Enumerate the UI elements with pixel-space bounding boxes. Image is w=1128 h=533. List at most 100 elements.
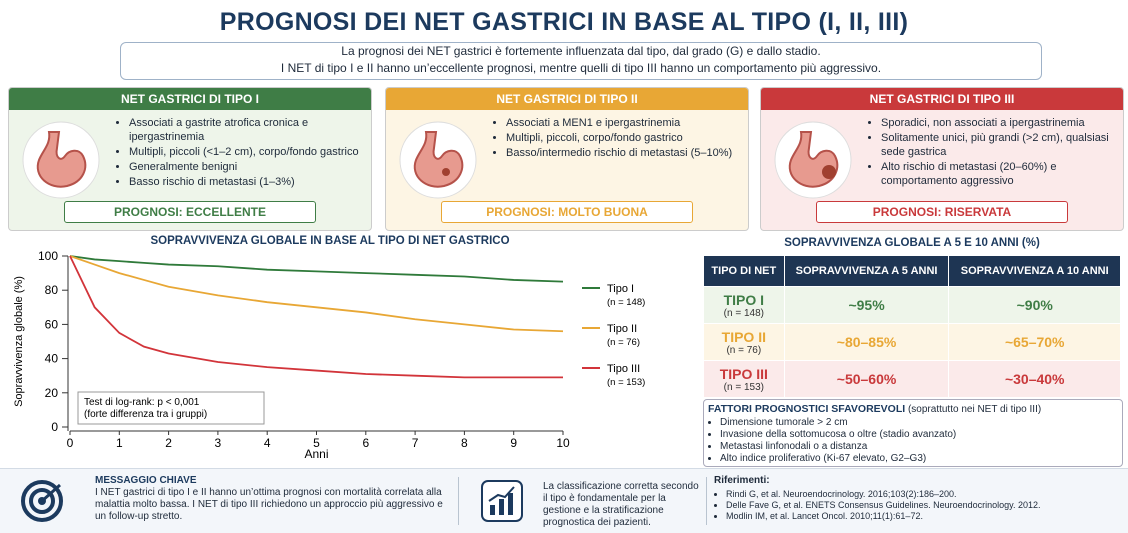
bullet: Solitamente unici, più grandi (>2 cm), q… — [881, 131, 1117, 159]
x-tick-label: 8 — [461, 436, 468, 450]
survival-curve — [70, 256, 563, 377]
reference-list: Rindi G, et al. Neuroendocrinology. 2016… — [714, 489, 1124, 522]
factor: Invasione della sottomucosa o oltre (sta… — [720, 429, 1118, 441]
type-n: (n = 148) — [705, 308, 783, 319]
x-tick-label: 1 — [116, 436, 123, 450]
x-tick-label: 10 — [556, 436, 570, 450]
bullet: Associati a gastrite atrofica cronica e … — [129, 116, 365, 144]
survival-10y: ~30–40% — [949, 361, 1121, 398]
page: PROGNOSI DEI NET GASTRICI IN BASE AL TIP… — [0, 0, 1128, 532]
factor: Metastasi linfonodali o a distanza — [720, 441, 1118, 453]
bullet: Multipli, piccoli, corpo/fondo gastrico — [506, 131, 742, 145]
prognosis: PROGNOSI: ECCELLENTE — [64, 201, 316, 223]
reference: Rindi G, et al. Neuroendocrinology. 2016… — [726, 489, 1124, 500]
type-name: TIPO III — [705, 366, 783, 382]
table-row: TIPO I(n = 148)~95%~90% — [704, 287, 1121, 324]
y-tick-label: 0 — [51, 420, 58, 434]
type-card: NET GASTRICI DI TIPO IIAssociati a MEN1 … — [385, 87, 749, 231]
survival-5y: ~95% — [784, 287, 949, 324]
factors-title: FATTORI PROGNOSTICI SFAVOREVOLI — [708, 403, 905, 415]
type-card: NET GASTRICI DI TIPO IIISporadici, non a… — [760, 87, 1124, 231]
stomach-icon — [773, 120, 853, 200]
x-tick-label: 5 — [313, 436, 320, 450]
y-tick-label: 20 — [45, 386, 59, 400]
header-cell: SOPRAVVIVENZA A 5 ANNI — [784, 256, 949, 287]
intro-box: La prognosi dei NET gastrici è fortement… — [120, 42, 1042, 80]
intro-line: I NET di tipo I e II hanno un’eccellente… — [121, 60, 1041, 77]
table-row: TIPO III(n = 153)~50–60%~30–40% — [704, 361, 1121, 398]
reference: Modlin IM, et al. Lancet Oncol. 2010;11(… — [726, 511, 1124, 522]
card-title: NET GASTRICI DI TIPO I — [9, 88, 371, 110]
references: Riferimenti: Rindi G, et al. Neuroendocr… — [714, 475, 1124, 522]
factor: Dimensione tumorale > 2 cm — [720, 417, 1118, 429]
y-tick-label: 40 — [45, 352, 59, 366]
chart-title: SOPRAVVIVENZA GLOBALE IN BASE AL TIPO DI… — [150, 235, 509, 247]
divider — [706, 477, 707, 525]
survival-curve — [70, 256, 563, 331]
footer: MESSAGGIO CHIAVE I NET gastrici di tipo … — [0, 468, 1128, 533]
bullet: Associati a MEN1 e ipergastrinemia — [506, 116, 742, 130]
legend-label: Tipo III — [607, 363, 640, 375]
factors-heading: FATTORI PROGNOSTICI SFAVOREVOLI (sopratt… — [708, 403, 1118, 416]
header-cell: TIPO DI NET — [704, 256, 785, 287]
x-tick-label: 2 — [165, 436, 172, 450]
factors-note: (soprattutto nei NET di tipo III) — [908, 404, 1041, 415]
x-tick-label: 4 — [264, 436, 271, 450]
y-tick-label: 60 — [45, 317, 59, 331]
survival-10y: ~65–70% — [949, 324, 1121, 361]
type-cell: TIPO I(n = 148) — [704, 287, 785, 324]
key-text: I NET gastrici di tipo I e II hanno un’o… — [95, 487, 445, 523]
reference: Delle Fave G, et al. ENETS Consensus Gui… — [726, 500, 1124, 511]
key-title: MESSAGGIO CHIAVE — [95, 475, 445, 487]
x-tick-label: 7 — [412, 436, 419, 450]
type-card: NET GASTRICI DI TIPO I Associati a gastri… — [8, 87, 372, 231]
key-message: MESSAGGIO CHIAVE I NET gastrici di tipo … — [95, 475, 445, 523]
bullet: Basso rischio di metastasi (1–3%) — [129, 175, 365, 189]
type-name: TIPO I — [705, 292, 783, 308]
legend-label: Tipo II — [607, 323, 637, 335]
bullet: Multipli, piccoli (<1–2 cm), corpo/fondo… — [129, 145, 365, 159]
page-title: PROGNOSI DEI NET GASTRICI IN BASE AL TIP… — [0, 8, 1128, 37]
survival-5y: ~80–85% — [784, 324, 949, 361]
references-title: Riferimenti: — [714, 475, 1124, 487]
stomach-icon — [398, 120, 478, 200]
factors-box: FATTORI PROGNOSTICI SFAVOREVOLI (sopratt… — [703, 399, 1123, 467]
survival-chart: SOPRAVVIVENZA GLOBALE IN BASE AL TIPO DI… — [0, 232, 692, 464]
stomach-icon — [21, 120, 101, 200]
prognosis: PROGNOSI: RISERVATA — [816, 201, 1068, 223]
legend-n: (n = 153) — [607, 377, 645, 388]
bullet: Sporadici, non associati a ipergastrinem… — [881, 116, 1117, 130]
type-n: (n = 153) — [705, 382, 783, 393]
type-n: (n = 76) — [705, 345, 783, 356]
y-axis-label: Sopravvivenza globale (%) — [13, 276, 25, 407]
x-tick-label: 6 — [362, 436, 369, 450]
header-cell: SOPRAVVIVENZA A 10 ANNI — [949, 256, 1121, 287]
survival-5y: ~50–60% — [784, 361, 949, 398]
annotation: Test di log-rank: p < 0,001 — [84, 397, 200, 408]
bullet: Generalmente benigni — [129, 160, 365, 174]
annotation: (forte differenza tra i gruppi) — [84, 409, 207, 420]
target-icon — [20, 479, 68, 523]
x-tick-label: 0 — [67, 436, 74, 450]
y-tick-label: 80 — [45, 283, 59, 297]
divider — [458, 477, 459, 525]
bullet: Basso/intermedio rischio di metastasi (5… — [506, 146, 742, 160]
classification-note: La classificazione corretta secondo il t… — [543, 481, 703, 529]
type-cell: TIPO II(n = 76) — [704, 324, 785, 361]
chart-icon — [480, 479, 524, 523]
legend-label: Tipo I — [607, 283, 634, 295]
table-row: TIPO II(n = 76)~80–85%~65–70% — [704, 324, 1121, 361]
type-cell: TIPO III(n = 153) — [704, 361, 785, 398]
y-tick-label: 100 — [38, 249, 58, 263]
bullet: Alto rischio di metastasi (20–60%) e com… — [881, 160, 1117, 188]
prognosis: PROGNOSI: MOLTO BUONA — [441, 201, 693, 223]
x-tick-label: 3 — [215, 436, 222, 450]
intro-line: La prognosi dei NET gastrici è fortement… — [121, 43, 1041, 60]
type-name: TIPO II — [705, 329, 783, 345]
survival-10y: ~90% — [949, 287, 1121, 324]
table-title: SOPRAVVIVENZA GLOBALE A 5 E 10 ANNI (%) — [700, 237, 1124, 249]
tumor — [442, 168, 450, 176]
card-bullets: Associati a MEN1 e ipergastrinemiaMultip… — [494, 116, 742, 161]
